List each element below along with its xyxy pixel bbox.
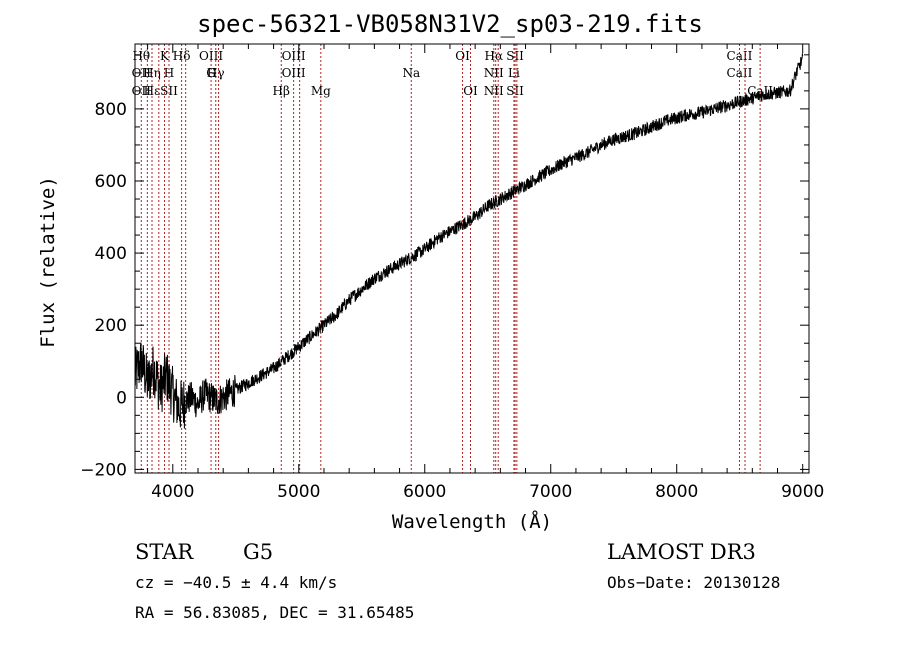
redshift-velocity: cz = −40.5 ± 4.4 km/s — [135, 573, 338, 592]
line-label: H — [164, 66, 174, 80]
line-label: Li — [508, 66, 520, 80]
line-label: OIII — [282, 66, 306, 80]
line-label: K — [160, 49, 170, 63]
plot-frame — [134, 43, 810, 474]
line-label: Hβ — [273, 84, 290, 98]
line-label: CaII — [727, 66, 753, 80]
line-label: SII — [506, 49, 524, 63]
line-label: Hθ — [132, 49, 150, 63]
x-tick-label: 4000 — [151, 482, 194, 502]
line-label: OII — [132, 84, 152, 98]
line-label: Hη — [143, 66, 161, 80]
line-label: Hγ — [207, 66, 225, 80]
line-label: OIII — [282, 49, 306, 63]
line-label: NII — [484, 66, 504, 80]
x-axis-label: Wavelength (Å) — [392, 510, 552, 533]
x-tick-label: 8000 — [655, 482, 698, 502]
line-label: Hα — [485, 49, 504, 63]
x-tick-label: 6000 — [403, 482, 446, 502]
line-label: Na — [402, 66, 420, 80]
object-subclass: G5 — [243, 540, 274, 564]
observation-date: Obs−Date: 20130128 — [607, 573, 781, 592]
line-label: G — [206, 66, 216, 80]
axes: 4000 5000 6000 7000 8000 9000 −200 0 200 400 600 80… — [80, 43, 824, 502]
x-tick-label: 9000 — [781, 482, 824, 502]
y-tick-label: 400 — [95, 244, 127, 264]
line-label: CaII — [727, 49, 753, 63]
x-tick-label: 7000 — [529, 482, 572, 502]
line-label: OII — [132, 66, 152, 80]
y-tick-label: 600 — [95, 172, 127, 192]
flux-line — [134, 53, 804, 429]
y-tick-label: 0 — [116, 388, 127, 408]
line-label: OIII — [199, 49, 223, 63]
y-axis-label: Flux (relative) — [37, 176, 59, 348]
line-label: OI — [463, 84, 478, 98]
line-label: Mg — [311, 84, 331, 98]
flux-series — [134, 53, 804, 429]
y-tick-label: 200 — [95, 316, 127, 336]
line-label: OI — [455, 49, 470, 63]
survey-name: LAMOST DR3 — [607, 540, 756, 564]
x-tick-label: 5000 — [277, 482, 320, 502]
line-label: Hδ — [173, 49, 191, 63]
line-label: SII — [506, 84, 524, 98]
line-label: SII — [160, 84, 178, 98]
chart-title: spec-56321-VB058N31V2_sp03-219.fits — [197, 10, 703, 38]
line-label: Hε — [144, 84, 161, 98]
y-tick-label: 800 — [95, 100, 127, 120]
sky-coordinates: RA = 56.83085, DEC = 31.65485 — [135, 603, 415, 622]
line-label: NII — [484, 84, 504, 98]
y-tick-label: −200 — [80, 460, 127, 480]
object-class: STAR — [135, 540, 194, 564]
